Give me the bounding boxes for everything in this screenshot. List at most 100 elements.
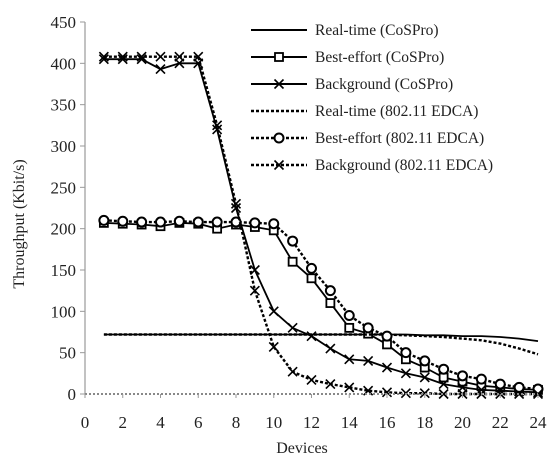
legend-item: Best-effort (CoSPro): [251, 49, 444, 66]
data-point-circle: [117, 215, 129, 227]
data-point-x: [306, 331, 317, 342]
data-point-x: [117, 51, 128, 62]
series-3: [103, 333, 539, 356]
legend-item: Real-time (802.11 EDCA): [251, 103, 478, 120]
data-point-x: [400, 368, 411, 379]
y-tick-label: 450: [51, 13, 77, 32]
data-point-x: [438, 379, 449, 390]
data-point-x: [174, 51, 185, 62]
x-tick-label: 4: [156, 413, 165, 432]
data-point-x: [230, 198, 242, 209]
series-1: [98, 217, 543, 395]
x-tick-label: 16: [379, 413, 396, 432]
data-point-circle: [211, 216, 223, 228]
y-tick-label: 250: [51, 178, 77, 197]
data-point-circle: [249, 217, 261, 229]
data-point-circle: [287, 235, 299, 247]
data-point-x: [381, 387, 393, 398]
data-point-x: [419, 388, 430, 399]
y-tick-label: 50: [59, 344, 76, 363]
data-point-x: [344, 354, 355, 365]
series-4: [98, 214, 544, 395]
data-point-circle: [343, 309, 355, 321]
legend: Real-time (CoSPro) Best-effort (CoSPro) Ba…: [251, 22, 493, 174]
legend-label: Real-time (802.11 EDCA): [315, 103, 478, 120]
data-point-x: [249, 285, 260, 296]
data-point-x: [212, 124, 223, 135]
x-tick-label: 20: [454, 413, 471, 432]
data-point-x: [344, 382, 355, 393]
data-point-x: [381, 362, 393, 373]
plot-area: [98, 51, 544, 400]
series-line: [103, 219, 539, 391]
x-tick-label: 14: [341, 413, 359, 432]
data-point-x: [419, 372, 430, 383]
legend-item: Real-time (CoSPro): [251, 22, 439, 39]
y-tick-label: 200: [51, 220, 77, 239]
data-point-circle: [381, 330, 393, 342]
x-tick-label: 2: [119, 413, 128, 432]
y-tick-label: 0: [68, 385, 77, 404]
data-point-x: [155, 64, 166, 75]
data-point-square: [306, 273, 317, 284]
data-point-x: [325, 379, 336, 390]
x-tick-label: 6: [194, 413, 203, 432]
data-point-circle: [324, 285, 336, 297]
data-point-x: [273, 78, 285, 90]
legend-label: Background (802.11 EDCA): [315, 157, 493, 174]
data-point-circle: [173, 215, 185, 227]
x-tick-label: 12: [303, 413, 320, 432]
data-point-x: [514, 388, 525, 400]
legend-label: Best-effort (CoSPro): [315, 49, 444, 66]
data-point-x: [268, 341, 279, 352]
data-point-x: [212, 120, 223, 131]
data-point-square: [274, 52, 284, 62]
legend-item: Best-effort (802.11 EDCA): [251, 130, 484, 147]
data-point-circle: [273, 132, 285, 144]
data-point-x: [136, 51, 147, 62]
y-tick-label: 150: [51, 261, 77, 280]
data-point-circle: [475, 373, 487, 385]
data-point-circle: [513, 381, 525, 393]
data-point-x: [193, 51, 204, 62]
x-tick-label: 8: [232, 413, 241, 432]
series-line: [103, 333, 539, 356]
data-point-circle: [438, 363, 450, 375]
legend-item: Background (CoSPro): [251, 76, 453, 93]
legend-label: Real-time (CoSPro): [315, 22, 439, 39]
x-tick-label: 24: [530, 413, 548, 432]
data-point-square: [325, 298, 336, 308]
y-tick-label: 100: [51, 302, 77, 321]
data-point-x: [306, 374, 317, 386]
data-point-circle: [400, 347, 412, 359]
series-line: [103, 58, 539, 394]
data-point-x: [438, 388, 449, 400]
data-point-x: [325, 343, 336, 354]
data-point-circle: [192, 216, 204, 228]
y-axis-title: Throughput (Kbit/s): [11, 159, 28, 288]
data-point-circle: [494, 378, 506, 390]
y-tick-label: 350: [51, 96, 77, 115]
x-tick-label: 22: [492, 413, 509, 432]
data-point-circle: [136, 216, 148, 228]
data-point-square: [287, 256, 298, 267]
y-tick-label: 300: [51, 137, 77, 156]
data-point-circle: [98, 214, 110, 226]
legend-item: Background (802.11 EDCA): [251, 157, 493, 174]
x-tick-label: 18: [416, 413, 433, 432]
x-tick-label: 0: [81, 413, 90, 432]
data-point-circle: [155, 216, 166, 228]
data-point-x: [287, 366, 298, 377]
data-point-circle: [532, 383, 544, 395]
data-point-circle: [362, 322, 374, 334]
data-point-x: [155, 51, 166, 62]
data-point-x: [268, 306, 279, 317]
data-point-x: [273, 159, 285, 171]
data-point-circle: [457, 370, 468, 382]
data-point-x: [363, 355, 374, 366]
legend-label: Best-effort (802.11 EDCA): [315, 130, 484, 147]
data-point-circle: [419, 355, 431, 367]
